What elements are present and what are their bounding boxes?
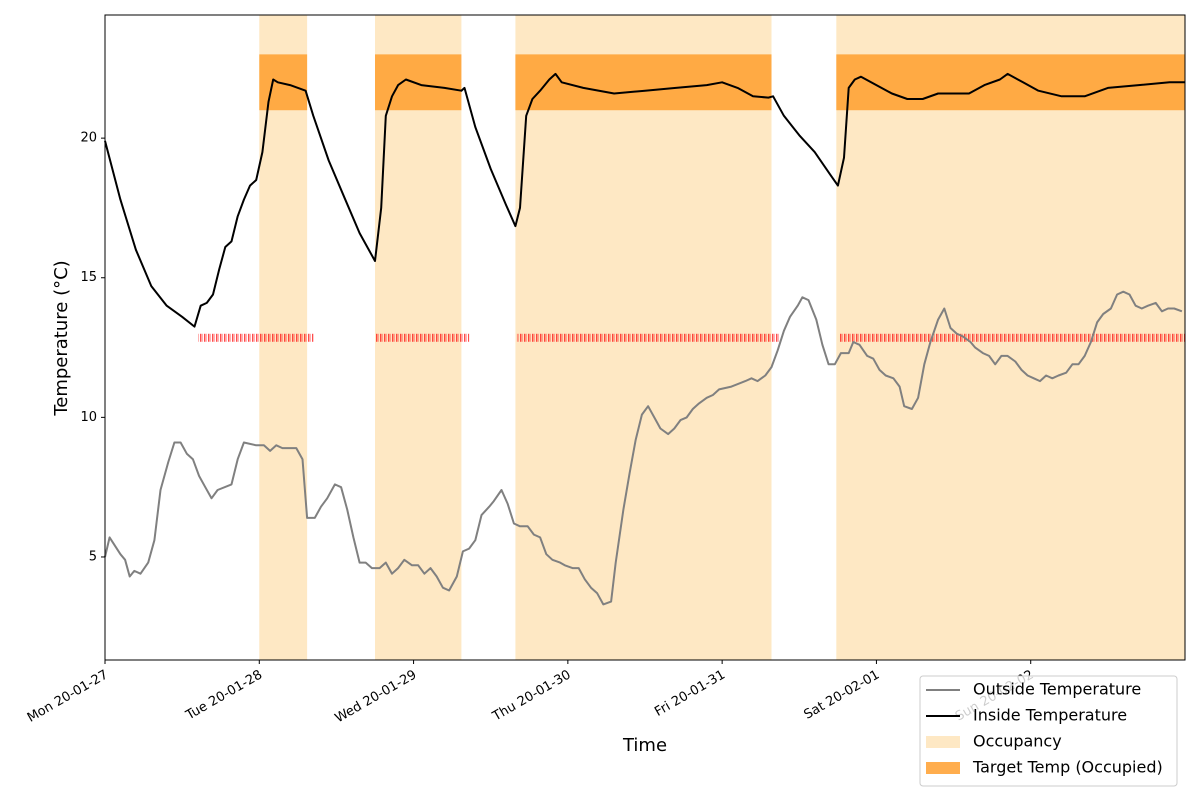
x-tick-label: Thu 20-01-30	[489, 668, 573, 725]
x-tick-label: Tue 20-01-28	[183, 668, 265, 724]
legend-label: Target Temp (Occupied)	[972, 758, 1163, 777]
plot-frame	[104, 14, 1186, 661]
marker-strip	[839, 333, 1185, 342]
marker-strip	[375, 333, 470, 342]
y-axis-label: Temperature (°C)	[51, 260, 72, 416]
legend-box	[919, 675, 1178, 787]
line	[104, 72, 1185, 328]
y-tick-label: 10	[80, 410, 97, 425]
legend-swatch	[926, 736, 960, 748]
y-tick-label: 20	[80, 131, 97, 146]
target-band	[259, 54, 308, 111]
x-tick-label: Wed 20-01-29	[333, 668, 420, 727]
marker-strip	[197, 333, 314, 342]
y-tick-label: 15	[80, 270, 97, 285]
line	[104, 290, 1183, 606]
target-band	[375, 54, 462, 111]
x-tick-label: Sat 20-02-01	[802, 668, 883, 723]
target-band	[515, 54, 772, 111]
legend-swatch	[926, 762, 960, 774]
legend-label: Outside Temperature	[973, 680, 1141, 699]
legend-label: Occupancy	[973, 732, 1062, 751]
y-tick-label: 5	[89, 549, 97, 564]
x-tick-label: Fri 20-01-31	[652, 668, 728, 720]
x-tick-label: Mon 20-01-27	[25, 668, 111, 726]
marker-strip	[516, 333, 780, 342]
target-band	[836, 54, 1185, 111]
x-axis-label: Time	[622, 735, 667, 756]
legend-label: Inside Temperature	[973, 706, 1127, 725]
